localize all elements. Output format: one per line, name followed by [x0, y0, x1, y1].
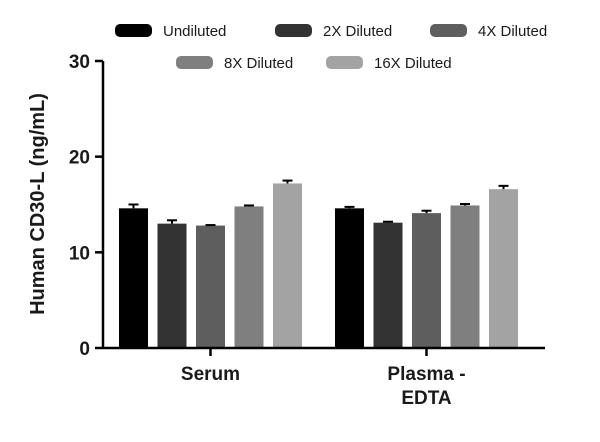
y-axis-label: Human CD30-L (ng/mL)	[27, 93, 49, 315]
x-category-label: Serum	[181, 364, 240, 385]
legend-item: Undiluted	[115, 23, 226, 40]
x-category-label: Plasma -EDTA	[387, 364, 465, 409]
legend-label: 16X Diluted	[374, 55, 452, 72]
bars	[119, 179, 518, 348]
legend-label: 8X Diluted	[224, 55, 293, 72]
legend-swatch	[176, 56, 213, 69]
legend-item: 16X Diluted	[326, 55, 452, 72]
y-axis: 0 10 20 30	[69, 52, 105, 360]
bar-undiluted	[119, 208, 148, 348]
legend-item: 8X Diluted	[176, 55, 293, 72]
bar-4x-diluted	[196, 225, 225, 348]
y-tick-label: 0	[79, 339, 90, 360]
legend-swatch	[115, 24, 152, 37]
legend-swatch	[326, 56, 363, 69]
y-tick-label: 30	[69, 52, 90, 73]
bar-8x-diluted	[450, 205, 480, 348]
y-tick-label: 20	[69, 148, 90, 169]
legend-swatch	[275, 24, 312, 37]
legend-item: 4X Diluted	[430, 23, 547, 40]
legend-item: 2X Diluted	[275, 23, 392, 40]
bar-undiluted	[335, 208, 364, 348]
legend-swatch	[430, 24, 467, 37]
legend-label: 2X Diluted	[323, 23, 392, 40]
legend-label: Undiluted	[163, 23, 226, 40]
bar-16x-diluted	[489, 189, 518, 348]
bar-2x-diluted	[373, 222, 403, 348]
bar-4x-diluted	[412, 213, 441, 348]
y-tick-label: 10	[69, 243, 90, 264]
bar-8x-diluted	[234, 206, 264, 348]
legend: Undiluted 2X Diluted 4X Diluted 8X Diluted 1…	[115, 23, 547, 72]
bar-2x-diluted	[157, 223, 187, 348]
bar-16x-diluted	[273, 183, 302, 348]
x-axis: Serum Plasma -EDTA	[103, 346, 545, 409]
legend-label: 4X Diluted	[478, 23, 547, 40]
